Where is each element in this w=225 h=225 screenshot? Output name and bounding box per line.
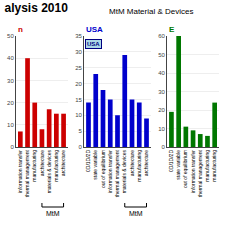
svg-text:state variable: state variable bbox=[92, 150, 98, 180]
svg-text:30: 30 bbox=[75, 49, 82, 55]
svg-text:60: 60 bbox=[158, 33, 165, 39]
svg-text:manufacturing: manufacturing bbox=[211, 150, 217, 182]
svg-text:0D/1D/2D: 0D/1D/2D bbox=[85, 150, 91, 172]
svg-text:20: 20 bbox=[75, 81, 82, 87]
svg-text:50: 50 bbox=[7, 33, 14, 39]
svg-text:n: n bbox=[18, 25, 23, 34]
svg-text:25: 25 bbox=[75, 65, 82, 71]
svg-text:information transfer: information transfer bbox=[190, 150, 196, 193]
svg-text:MtM: MtM bbox=[46, 210, 60, 217]
svg-text:manufacturing: manufacturing bbox=[31, 150, 37, 182]
svg-text:MtM: MtM bbox=[129, 210, 143, 217]
svg-text:30: 30 bbox=[7, 78, 14, 84]
svg-text:thermal management: thermal management bbox=[114, 149, 120, 197]
svg-text:manufacturing: manufacturing bbox=[53, 150, 59, 182]
svg-text:0: 0 bbox=[79, 144, 83, 150]
svg-text:0: 0 bbox=[162, 144, 166, 150]
svg-text:0D/1D/2D: 0D/1D/2D bbox=[168, 150, 174, 172]
svg-text:manufacturing: manufacturing bbox=[136, 150, 142, 182]
svg-text:architecture: architecture bbox=[39, 150, 45, 176]
svg-text:materials & devices: materials & devices bbox=[46, 150, 52, 194]
svg-text:35: 35 bbox=[75, 33, 82, 39]
svg-text:information transfer: information transfer bbox=[17, 150, 23, 193]
svg-text:out of equilibrium: out of equilibrium bbox=[182, 150, 188, 188]
svg-text:5: 5 bbox=[79, 128, 83, 134]
svg-text:out of equilibrium: out of equilibrium bbox=[100, 150, 106, 188]
svg-text:40: 40 bbox=[7, 55, 14, 61]
svg-text:USA: USA bbox=[87, 41, 100, 47]
svg-text:50: 50 bbox=[158, 52, 165, 58]
svg-text:architecture: architecture bbox=[60, 150, 66, 176]
svg-text:15: 15 bbox=[75, 97, 82, 103]
svg-text:information transfer: information transfer bbox=[107, 150, 113, 193]
svg-text:MtM Material & Devices: MtM Material & Devices bbox=[109, 7, 193, 16]
svg-text:architecture: architecture bbox=[129, 150, 135, 176]
svg-text:state variable: state variable bbox=[175, 150, 181, 180]
svg-text:40: 40 bbox=[158, 70, 165, 76]
svg-text:E: E bbox=[169, 25, 175, 34]
svg-text:30: 30 bbox=[158, 89, 165, 95]
svg-text:architecture: architecture bbox=[143, 150, 149, 176]
svg-text:20: 20 bbox=[158, 107, 165, 113]
svg-text:10: 10 bbox=[7, 122, 14, 128]
svg-text:materials & devices: materials & devices bbox=[121, 150, 127, 194]
svg-text:thermal management: thermal management bbox=[24, 149, 30, 197]
svg-text:USA: USA bbox=[86, 25, 103, 34]
svg-text:0: 0 bbox=[10, 144, 14, 150]
svg-text:manufacturing: manufacturing bbox=[204, 150, 210, 182]
svg-text:thermal management: thermal management bbox=[197, 149, 203, 197]
svg-text:alysis 2010: alysis 2010 bbox=[5, 1, 69, 15]
svg-text:10: 10 bbox=[75, 112, 82, 118]
svg-text:10: 10 bbox=[158, 126, 165, 132]
svg-text:20: 20 bbox=[7, 100, 14, 106]
